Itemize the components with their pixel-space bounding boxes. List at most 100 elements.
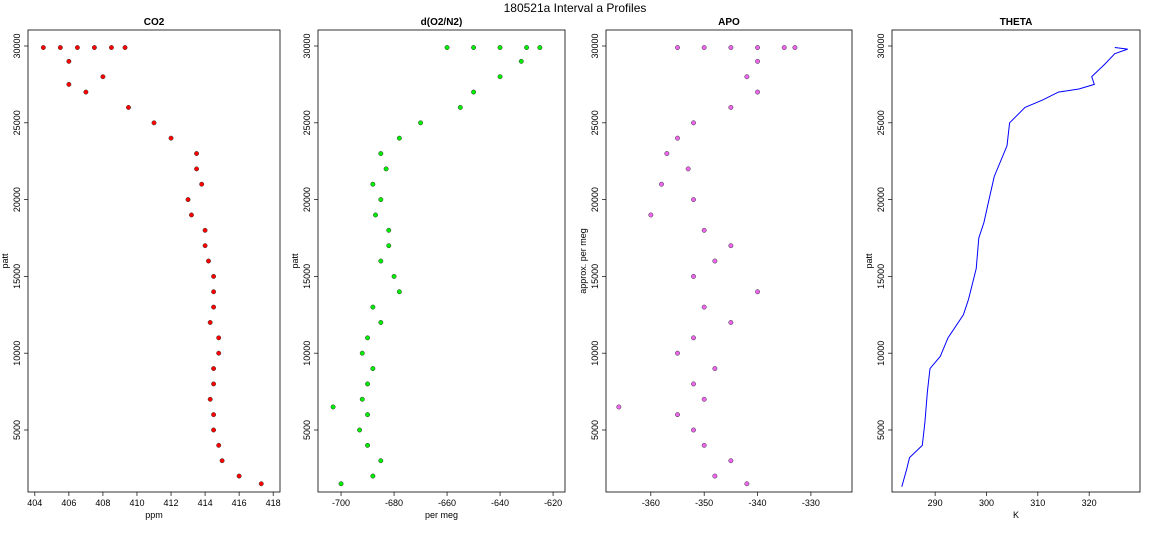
x-tick-label: 416 xyxy=(232,498,247,508)
y-tick-label: 30000 xyxy=(12,33,22,58)
y-tick-label: 30000 xyxy=(590,33,600,58)
point xyxy=(378,258,384,264)
point xyxy=(216,350,222,356)
point xyxy=(373,212,378,218)
point xyxy=(202,227,208,233)
point xyxy=(330,404,336,410)
plot-frame xyxy=(317,29,566,493)
y-tick-label: 10000 xyxy=(302,341,312,366)
point xyxy=(66,58,72,64)
point xyxy=(701,396,707,402)
point xyxy=(755,289,760,295)
panel-title: THETA xyxy=(1000,17,1033,28)
x-tick-label: -680 xyxy=(385,498,403,508)
point xyxy=(211,273,217,279)
point xyxy=(365,381,371,387)
point xyxy=(457,104,463,110)
x-axis-label: K xyxy=(1013,510,1019,520)
x-tick-label: 412 xyxy=(164,498,179,508)
point xyxy=(211,381,217,387)
point xyxy=(691,427,696,433)
point xyxy=(108,45,114,50)
point xyxy=(497,74,503,80)
panel-title: d(O2/N2) xyxy=(421,17,463,28)
x-tick-label: 408 xyxy=(95,498,110,508)
point xyxy=(83,89,89,95)
point xyxy=(122,45,128,50)
point xyxy=(712,473,718,479)
point xyxy=(755,58,760,64)
point xyxy=(194,166,200,172)
point xyxy=(524,45,530,50)
point xyxy=(744,74,750,80)
y-tick-label: 5000 xyxy=(590,420,600,440)
point xyxy=(370,181,376,187)
point xyxy=(685,166,691,172)
plot-frame xyxy=(605,29,853,493)
point xyxy=(168,135,174,141)
point xyxy=(471,45,477,50)
point xyxy=(211,366,217,372)
point xyxy=(386,227,392,233)
point xyxy=(151,120,157,126)
y-tick-label: 10000 xyxy=(590,341,600,366)
point xyxy=(664,151,670,156)
point xyxy=(675,350,680,356)
point xyxy=(359,350,365,356)
point xyxy=(370,473,376,479)
point xyxy=(211,427,217,433)
y-tick-label: 15000 xyxy=(590,264,600,289)
x-tick-label: -350 xyxy=(695,498,713,508)
x-tick-label: -620 xyxy=(544,498,562,508)
x-tick-label: 404 xyxy=(27,498,42,508)
point xyxy=(236,473,242,479)
x-tick-label: 418 xyxy=(266,498,281,508)
y-tick-label: 5000 xyxy=(302,420,312,440)
point xyxy=(744,481,750,487)
point xyxy=(258,481,264,487)
y-tick-label: 5000 xyxy=(876,420,886,440)
point xyxy=(691,335,696,341)
y-tick-label: 20000 xyxy=(590,187,600,212)
point xyxy=(691,273,696,279)
y-tick-label: 10000 xyxy=(12,341,22,366)
y-tick-label: 30000 xyxy=(876,33,886,58)
point xyxy=(378,320,384,325)
y-tick-label: 5000 xyxy=(12,420,22,440)
point xyxy=(207,320,213,325)
y-axis-label: patt xyxy=(864,253,874,269)
point xyxy=(207,396,213,402)
point xyxy=(378,197,384,203)
y-tick-label: 15000 xyxy=(302,264,312,289)
x-axis-label: per meg xyxy=(425,510,458,520)
point xyxy=(691,197,696,203)
point xyxy=(675,412,680,418)
point xyxy=(701,45,707,50)
point xyxy=(728,104,734,110)
point xyxy=(518,58,524,64)
x-tick-label: 414 xyxy=(198,498,213,508)
point xyxy=(396,135,402,141)
point xyxy=(383,166,389,172)
y-tick-label: 30000 xyxy=(302,33,312,58)
point xyxy=(365,442,371,448)
point xyxy=(100,74,106,80)
y-tick-label: 20000 xyxy=(302,187,312,212)
point xyxy=(701,227,707,233)
point xyxy=(216,442,222,448)
point xyxy=(211,304,217,310)
point xyxy=(57,45,63,50)
point xyxy=(792,45,798,50)
point xyxy=(537,45,543,50)
point xyxy=(386,243,392,249)
x-tick-label: 406 xyxy=(61,498,76,508)
panel-title: CO2 xyxy=(144,17,165,28)
y-tick-label: 15000 xyxy=(12,264,22,289)
point xyxy=(648,212,654,218)
y-tick-label: 15000 xyxy=(876,264,886,289)
point xyxy=(691,120,696,126)
point xyxy=(365,335,371,341)
point xyxy=(675,135,680,141)
point xyxy=(211,289,217,295)
